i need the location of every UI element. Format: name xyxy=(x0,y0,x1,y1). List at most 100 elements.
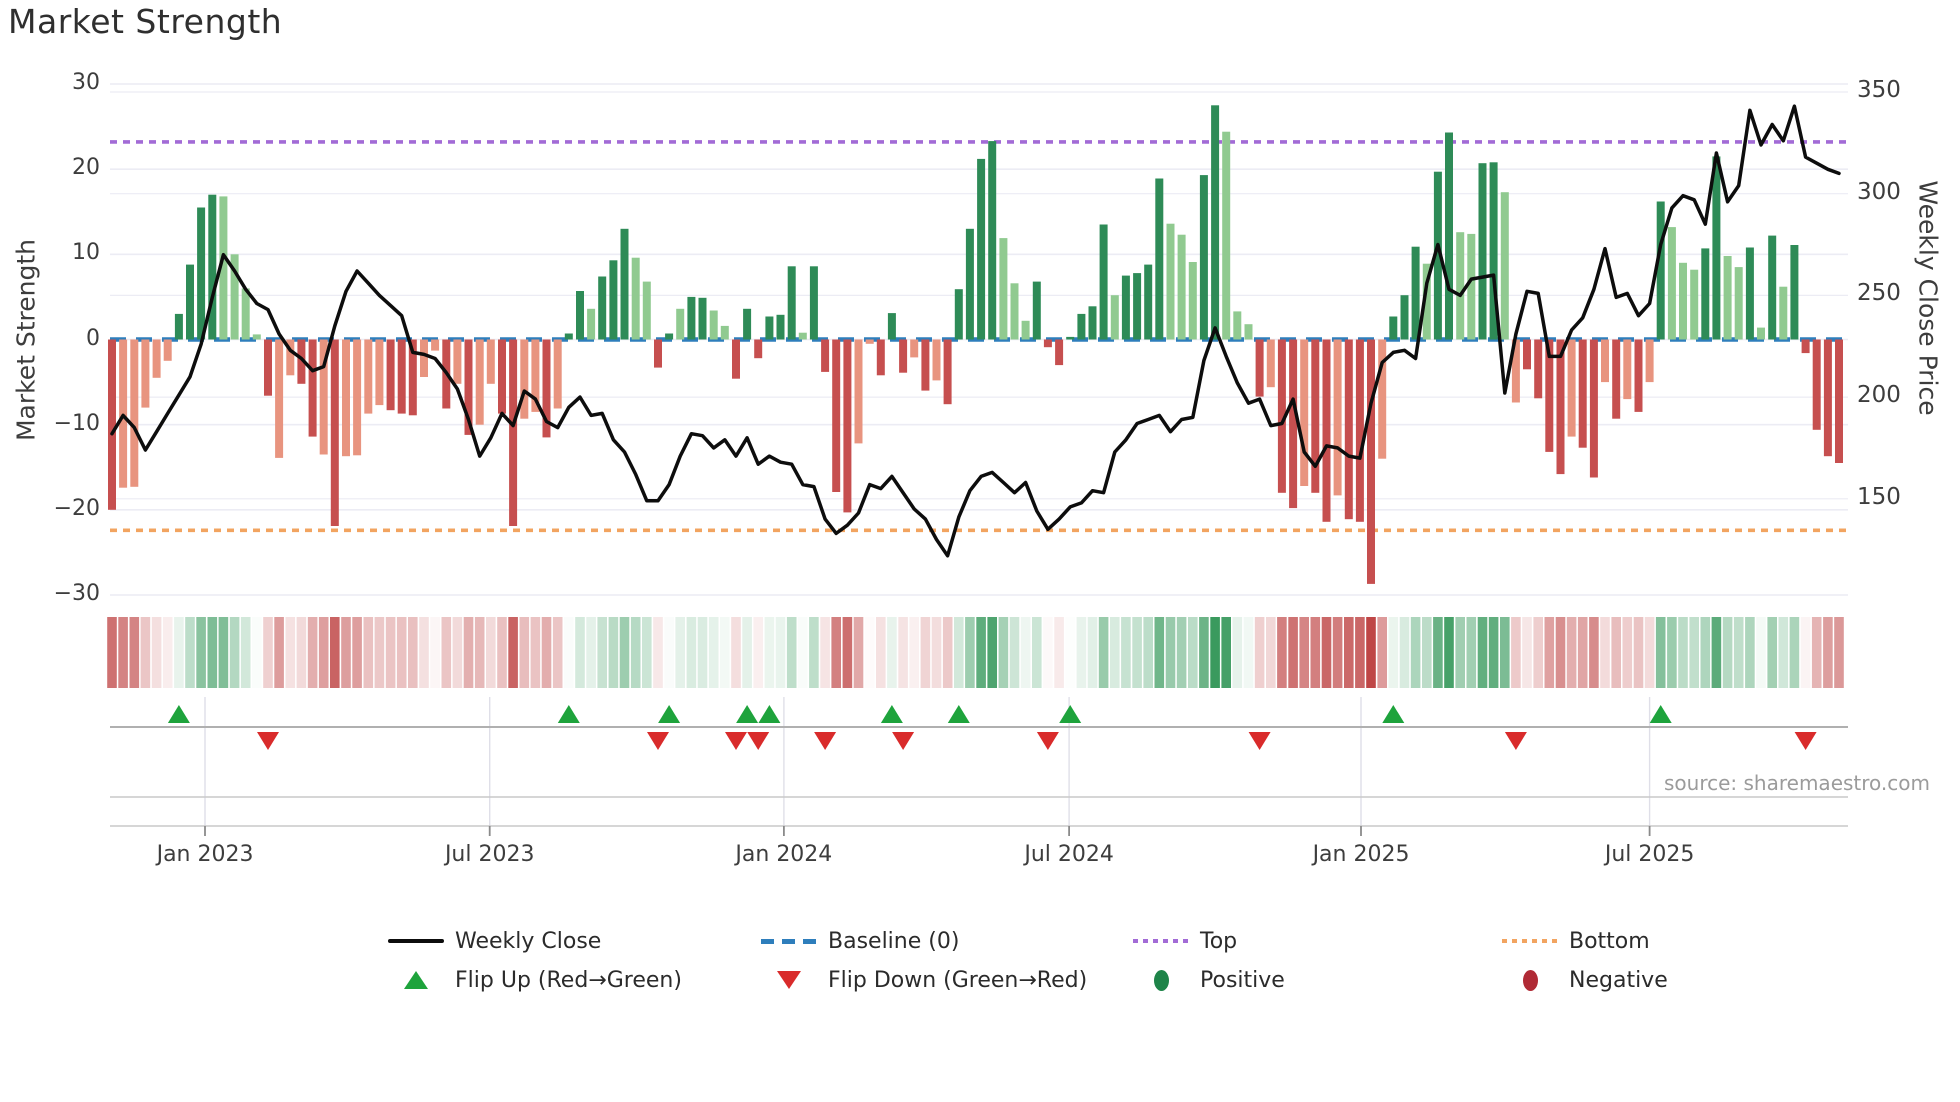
right-axis-label: Weekly Close Price xyxy=(1913,180,1943,416)
strength-bar xyxy=(564,333,573,340)
strength-bar xyxy=(1601,339,1609,383)
x-axis-tick-label: Jul 2024 xyxy=(1024,842,1114,867)
strength-bar xyxy=(1344,339,1353,520)
strength-bar xyxy=(1589,339,1598,478)
legend-label: Top xyxy=(1200,928,1238,954)
strength-bar xyxy=(1133,273,1142,340)
heatmap-cell xyxy=(1143,617,1153,688)
heatmap-cell xyxy=(1154,617,1165,688)
heatmap-cell xyxy=(653,617,663,688)
heatmap-cell xyxy=(1644,617,1655,688)
strength-bar xyxy=(1656,201,1665,340)
heatmap-cell xyxy=(708,617,719,688)
heatmap-cell xyxy=(1555,617,1566,688)
heatmap-cell xyxy=(987,617,997,688)
strength-bar xyxy=(1690,269,1699,340)
heatmap-cell xyxy=(1789,617,1800,688)
heatmap-cell xyxy=(1210,617,1220,688)
heatmap-cell xyxy=(920,617,931,688)
legend-label: Baseline (0) xyxy=(828,928,960,954)
heatmap-cell xyxy=(151,617,162,688)
strength-bar xyxy=(965,228,974,340)
heatmap-cell xyxy=(1522,617,1532,688)
heatmap-cell xyxy=(1667,617,1677,688)
heatmap-cell xyxy=(1733,617,1744,688)
strength-bar xyxy=(252,334,261,340)
strength-bar xyxy=(1244,324,1253,340)
heatmap-cell xyxy=(185,617,195,688)
strength-bar xyxy=(1667,227,1676,340)
heatmap-cell xyxy=(330,617,340,688)
legend-item: Bottom xyxy=(1497,925,1650,957)
heatmap-cell xyxy=(597,617,607,688)
strength-bar xyxy=(642,281,651,340)
flip-up-icon xyxy=(167,705,190,723)
strength-bar xyxy=(1177,234,1186,340)
heatmap-cell xyxy=(664,617,674,688)
strength-bar xyxy=(1645,339,1654,383)
heatmap-cell xyxy=(174,617,184,688)
legend-label: Flip Up (Red→Green) xyxy=(455,967,682,993)
strength-bar xyxy=(1211,105,1220,340)
strength-bar xyxy=(1734,267,1743,340)
heatmap-cell xyxy=(1299,617,1309,688)
legend-label: Negative xyxy=(1569,967,1668,993)
strength-bar xyxy=(1745,247,1754,340)
flip-up-icon xyxy=(1059,705,1082,723)
strength-bar xyxy=(954,289,963,340)
heatmap-cell xyxy=(898,617,908,688)
heatmap-cell xyxy=(374,617,385,688)
strength-bar xyxy=(832,339,841,492)
strength-bar xyxy=(230,254,239,340)
strength-bar xyxy=(1634,339,1643,412)
heatmap-cell xyxy=(285,617,296,688)
heatmap-cell xyxy=(218,617,229,688)
strength-bar xyxy=(1757,327,1765,340)
strength-bar xyxy=(1790,245,1799,340)
heatmap-cell xyxy=(1834,617,1844,688)
strength-bar xyxy=(1823,339,1832,457)
legend-item: Top xyxy=(1128,925,1237,957)
heatmap-cell xyxy=(497,617,507,688)
strength-bar xyxy=(1255,339,1264,397)
heatmap-cell xyxy=(998,617,1009,688)
strength-bar xyxy=(698,297,707,340)
strength-bar xyxy=(509,339,518,526)
heatmap-cell xyxy=(1544,617,1555,688)
strength-bar xyxy=(977,158,986,340)
strength-bar xyxy=(1556,339,1565,475)
strength-bar xyxy=(431,339,440,351)
strength-bar xyxy=(1144,264,1153,340)
strength-bar xyxy=(364,339,373,414)
heatmap-cell xyxy=(753,617,763,688)
heatmap-cell xyxy=(887,617,897,688)
strength-bar xyxy=(865,339,874,344)
strength-bar xyxy=(1545,339,1554,452)
strength-bar xyxy=(1701,248,1710,340)
heatmap-cell xyxy=(408,617,418,688)
heatmap-cell xyxy=(1633,617,1644,688)
strength-bar xyxy=(498,339,506,414)
heatmap-cell xyxy=(586,617,596,688)
heatmap-cell xyxy=(1767,617,1777,688)
strength-bar xyxy=(765,316,774,340)
strength-bar xyxy=(720,325,729,340)
heatmap-cell xyxy=(1566,617,1577,688)
weekly-close-line-swatch xyxy=(388,939,444,943)
heatmap-cell xyxy=(1165,617,1176,688)
heatmap-cell xyxy=(1188,617,1198,688)
strength-bar xyxy=(486,339,495,384)
left-axis-tick-label: −20 xyxy=(53,495,100,521)
strength-bar xyxy=(264,339,272,396)
heatmap-cell xyxy=(1466,617,1477,688)
strength-bar xyxy=(1623,339,1632,400)
strength-bar xyxy=(1355,339,1364,522)
weekly-close-line xyxy=(110,104,1841,558)
heatmap-cell xyxy=(463,617,474,688)
strength-bar xyxy=(732,339,740,379)
heatmap-cell xyxy=(1266,617,1276,688)
heatmap-cell xyxy=(396,617,407,688)
strength-bar xyxy=(1043,339,1052,348)
bottom-dot-swatch xyxy=(1502,939,1558,943)
legend-item: Positive xyxy=(1128,964,1285,996)
